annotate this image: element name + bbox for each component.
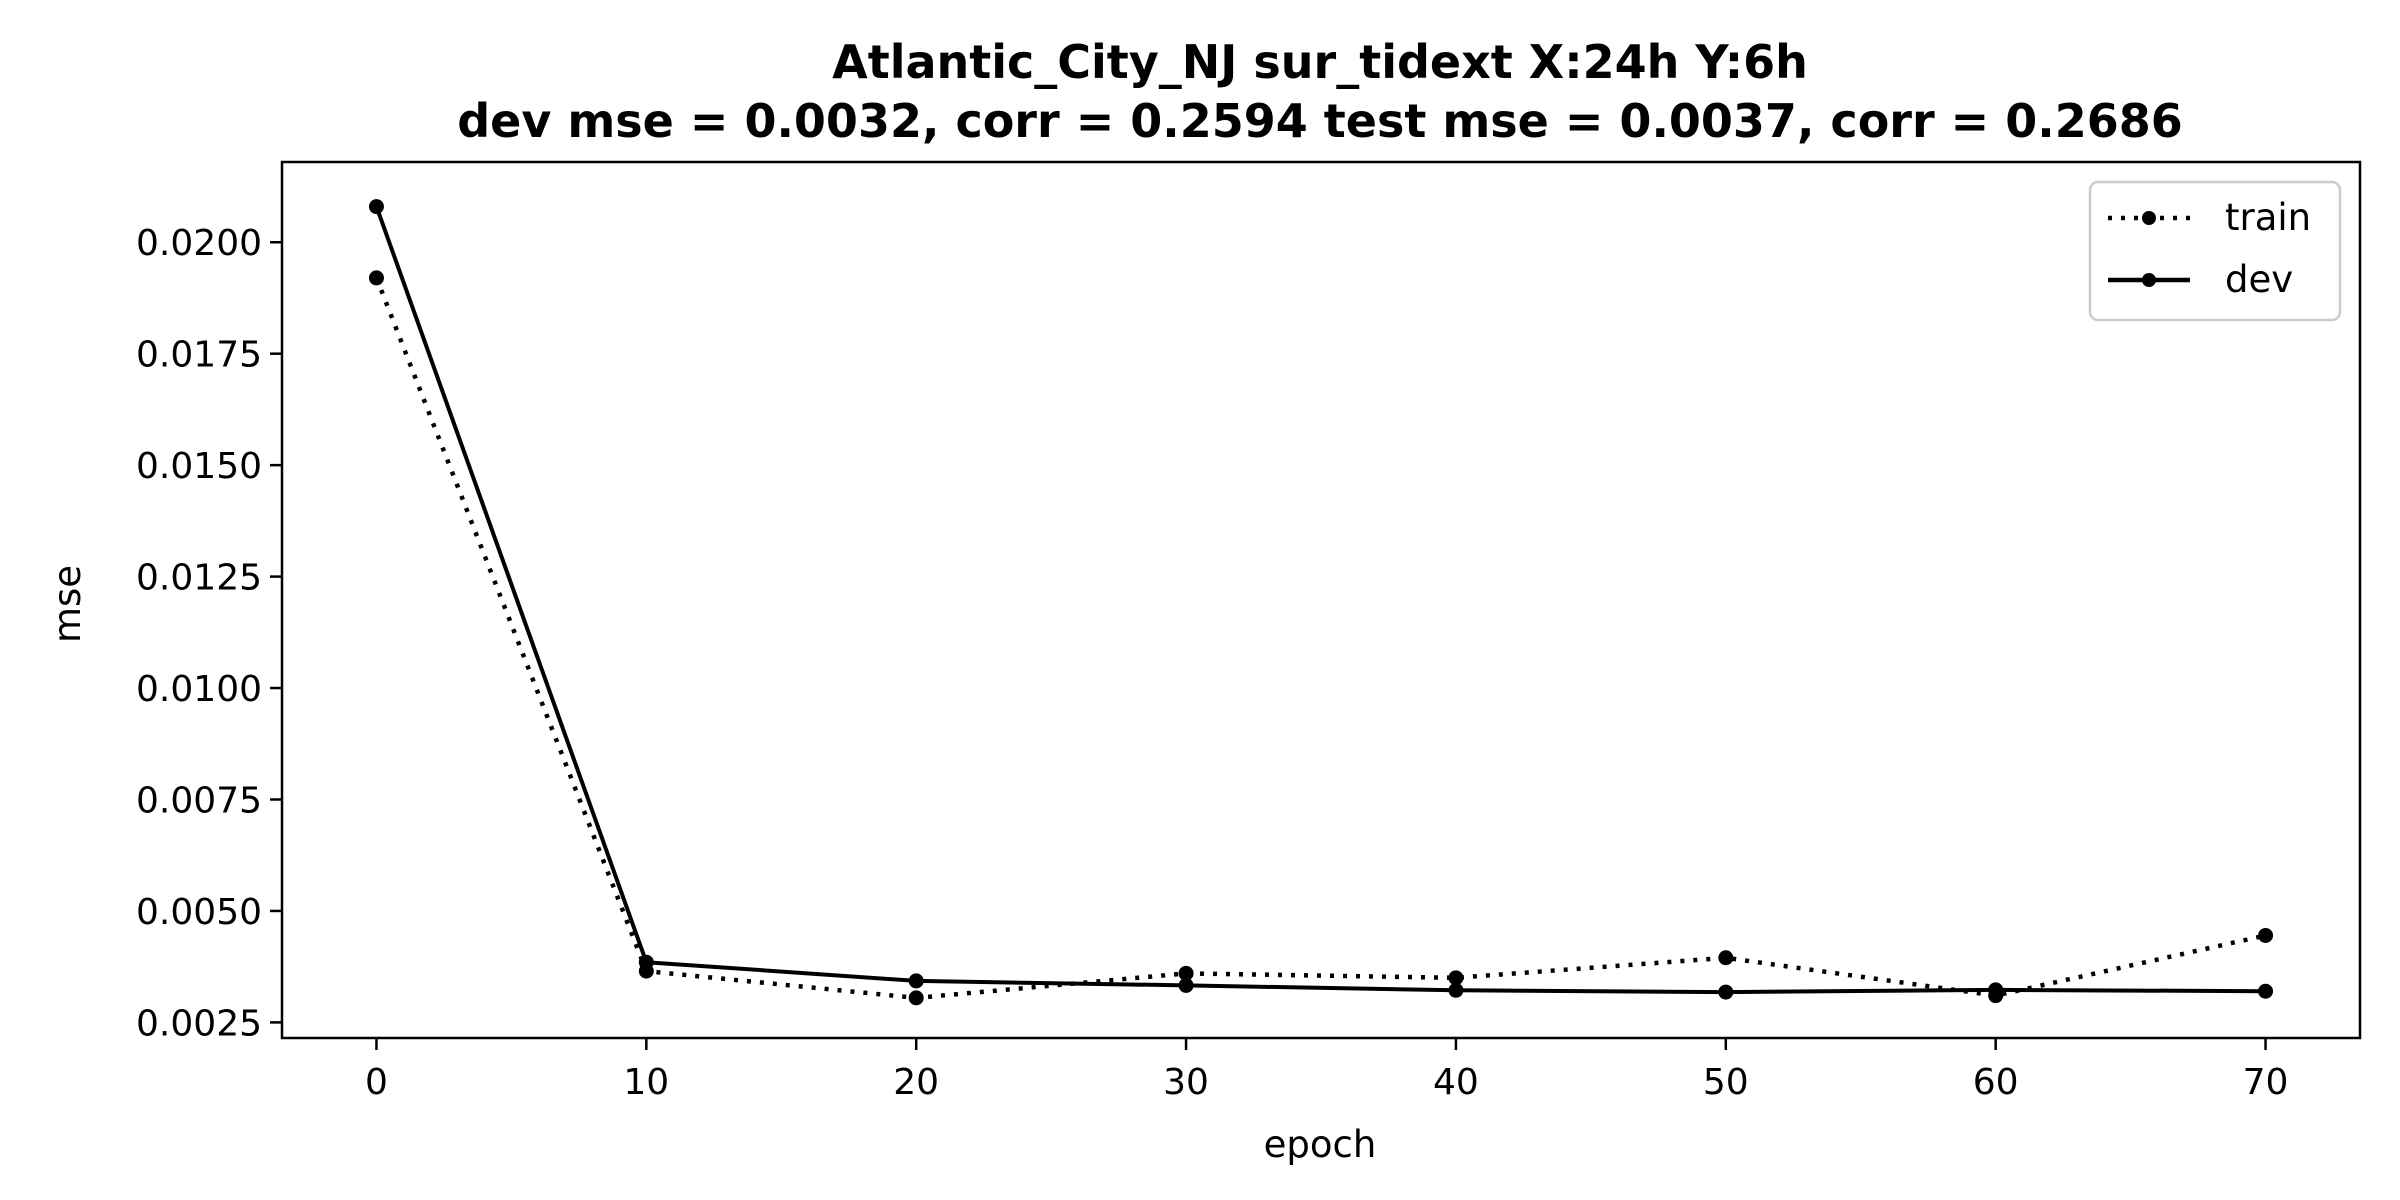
plot-series (368, 199, 2274, 1006)
data-point-dev (1988, 982, 2004, 998)
data-point-dev (368, 199, 384, 215)
data-point-dev (1448, 982, 1464, 998)
legend-label-dev: dev (2225, 258, 2293, 301)
y-tick-label: 0.0175 (136, 335, 262, 376)
x-axis-ticks: 0 10 20 30 40 50 60 70 (365, 1038, 2288, 1103)
data-point-train (1718, 950, 1734, 966)
y-axis-label: mse (46, 565, 89, 643)
y-tick-label: 0.0200 (136, 223, 262, 264)
data-point-dev (638, 954, 654, 970)
data-point-dev (1718, 984, 1734, 1000)
x-tick-label: 60 (1973, 1062, 2019, 1103)
series-dev (368, 199, 2274, 1000)
x-tick-label: 40 (1433, 1062, 1479, 1103)
x-tick-label: 20 (893, 1062, 939, 1103)
x-tick-label: 10 (623, 1062, 669, 1103)
legend-label-train: train (2225, 196, 2311, 239)
data-point-dev (1178, 977, 1194, 993)
series-line-dev (374, 205, 2266, 995)
x-tick-label: 0 (365, 1062, 388, 1103)
x-tick-label: 50 (1703, 1062, 1749, 1103)
y-tick-label: 0.0050 (136, 892, 262, 933)
x-tick-label: 70 (2243, 1062, 2289, 1103)
legend-marker-dev (2142, 273, 2156, 287)
y-tick-label: 0.0025 (136, 1003, 262, 1044)
legend: train dev (2088, 180, 2342, 322)
data-point-train (368, 270, 384, 286)
data-point-train (908, 990, 924, 1006)
data-point-dev (908, 973, 924, 989)
data-point-train (1178, 965, 1194, 981)
x-tick-label: 30 (1163, 1062, 1209, 1103)
y-tick-label: 0.0075 (136, 780, 262, 821)
data-point-train (1448, 970, 1464, 986)
y-tick-label: 0.0150 (136, 446, 262, 487)
chart-title-line2: dev mse = 0.0032, corr = 0.2594 test mse… (457, 94, 2183, 148)
data-point-dev (2258, 983, 2274, 999)
legend-marker-train (2142, 211, 2156, 225)
x-axis-label: epoch (1264, 1123, 1377, 1166)
y-tick-label: 0.0100 (136, 669, 262, 710)
plot-frame (280, 160, 2362, 1040)
data-point-train (2258, 927, 2274, 943)
chart-title-line1: Atlantic_City_NJ sur_tidext X:24h Y:6h (832, 35, 1808, 89)
y-axis-ticks: 0.0025 0.0050 0.0075 0.0100 0.0125 0.0150 0.01… (136, 223, 282, 1044)
y-tick-label: 0.0125 (136, 558, 262, 599)
